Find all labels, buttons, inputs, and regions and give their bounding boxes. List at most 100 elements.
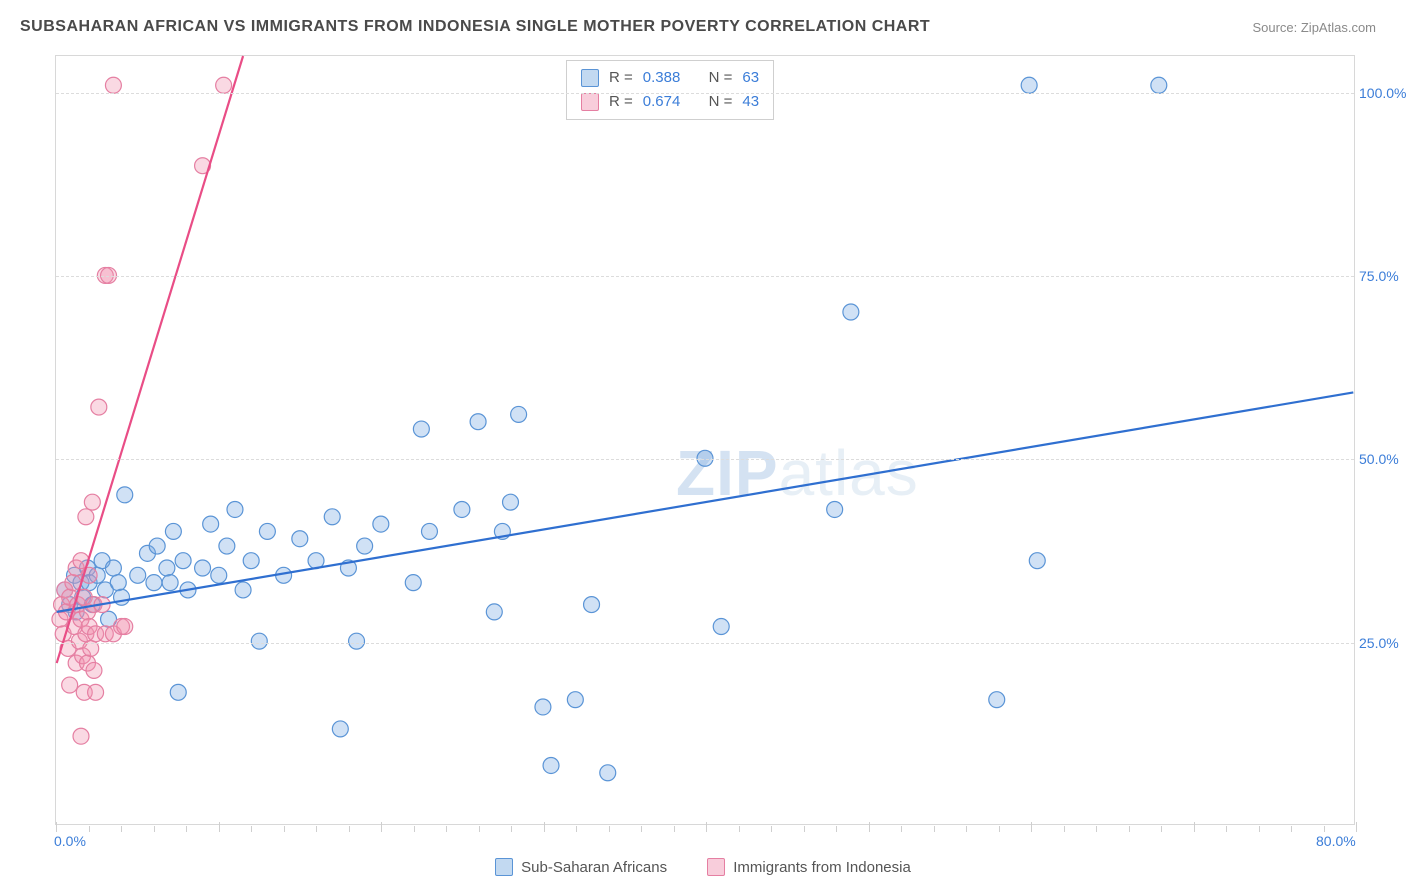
xtick (121, 826, 122, 832)
xtick (804, 826, 805, 832)
scatter-plot-svg (56, 56, 1354, 824)
ytick-label: 50.0% (1359, 451, 1406, 467)
marker-subsaharan (584, 597, 600, 613)
marker-subsaharan (146, 575, 162, 591)
xtick (1291, 826, 1292, 832)
xtick (186, 826, 187, 832)
xtick (1031, 822, 1032, 832)
marker-indonesia (91, 399, 107, 415)
xtick (1356, 822, 1357, 832)
marker-subsaharan (503, 494, 519, 510)
legend-label-subsaharan: Sub-Saharan Africans (521, 859, 667, 876)
xtick (511, 826, 512, 832)
xtick (479, 826, 480, 832)
ytick-label: 100.0% (1359, 85, 1406, 101)
marker-subsaharan (149, 538, 165, 554)
marker-indonesia (65, 575, 81, 591)
marker-subsaharan (292, 531, 308, 547)
ytick-label: 25.0% (1359, 635, 1406, 651)
legend-swatch-indonesia (707, 858, 725, 876)
marker-subsaharan (227, 502, 243, 518)
xtick (706, 822, 707, 832)
marker-subsaharan (454, 502, 470, 518)
marker-subsaharan (1151, 77, 1167, 93)
gridline-h (56, 276, 1354, 277)
marker-subsaharan (421, 523, 437, 539)
xtick (1129, 826, 1130, 832)
marker-subsaharan (162, 575, 178, 591)
marker-subsaharan (332, 721, 348, 737)
source-label: Source: ZipAtlas.com (1252, 20, 1376, 35)
xtick (576, 826, 577, 832)
xtick (1194, 822, 1195, 832)
xtick-label: 80.0% (1316, 833, 1356, 849)
xtick (544, 822, 545, 832)
regression-line-subsaharan (57, 392, 1354, 611)
chart-title: SUBSAHARAN AFRICAN VS IMMIGRANTS FROM IN… (20, 18, 930, 36)
xtick (446, 826, 447, 832)
xtick (901, 826, 902, 832)
legend-item-indonesia: Immigrants from Indonesia (707, 858, 911, 876)
marker-subsaharan (535, 699, 551, 715)
xtick (1259, 826, 1260, 832)
xtick (674, 826, 675, 832)
marker-indonesia (78, 509, 94, 525)
stat-r-label: R = (609, 66, 633, 90)
xtick (934, 826, 935, 832)
gridline-h (56, 459, 1354, 460)
marker-subsaharan (195, 560, 211, 576)
xtick (1161, 826, 1162, 832)
marker-subsaharan (259, 523, 275, 539)
marker-subsaharan (600, 765, 616, 781)
marker-subsaharan (713, 619, 729, 635)
marker-subsaharan (413, 421, 429, 437)
xtick (219, 822, 220, 832)
xtick (284, 826, 285, 832)
xtick (966, 826, 967, 832)
marker-subsaharan (1021, 77, 1037, 93)
stats-row-subsaharan: R = 0.388 N = 63 (581, 66, 759, 90)
marker-subsaharan (405, 575, 421, 591)
marker-subsaharan (843, 304, 859, 320)
marker-indonesia (117, 619, 133, 635)
legend-swatch-subsaharan (495, 858, 513, 876)
xtick (56, 822, 57, 832)
xtick (1064, 826, 1065, 832)
bottom-legend: Sub-Saharan Africans Immigrants from Ind… (0, 858, 1406, 880)
xtick (414, 826, 415, 832)
marker-subsaharan (511, 406, 527, 422)
marker-indonesia (88, 684, 104, 700)
marker-subsaharan (130, 567, 146, 583)
marker-subsaharan (235, 582, 251, 598)
marker-indonesia (73, 728, 89, 744)
marker-indonesia (62, 677, 78, 693)
marker-subsaharan (211, 567, 227, 583)
xtick (869, 822, 870, 832)
ytick-label: 75.0% (1359, 268, 1406, 284)
marker-subsaharan (486, 604, 502, 620)
xtick (771, 826, 772, 832)
marker-subsaharan (243, 553, 259, 569)
marker-subsaharan (470, 414, 486, 430)
xtick (381, 822, 382, 832)
xtick (316, 826, 317, 832)
xtick (154, 826, 155, 832)
xtick (739, 826, 740, 832)
marker-subsaharan (159, 560, 175, 576)
xtick (999, 826, 1000, 832)
xtick-label: 0.0% (54, 833, 86, 849)
marker-subsaharan (175, 553, 191, 569)
marker-subsaharan (324, 509, 340, 525)
marker-subsaharan (219, 538, 235, 554)
stat-r-subsaharan: 0.388 (643, 66, 681, 90)
swatch-indonesia (581, 93, 599, 111)
marker-subsaharan (567, 692, 583, 708)
legend-item-subsaharan: Sub-Saharan Africans (495, 858, 667, 876)
marker-subsaharan (170, 684, 186, 700)
marker-subsaharan (165, 523, 181, 539)
marker-subsaharan (357, 538, 373, 554)
xtick (349, 826, 350, 832)
xtick (251, 826, 252, 832)
marker-indonesia (216, 77, 232, 93)
marker-subsaharan (105, 560, 121, 576)
